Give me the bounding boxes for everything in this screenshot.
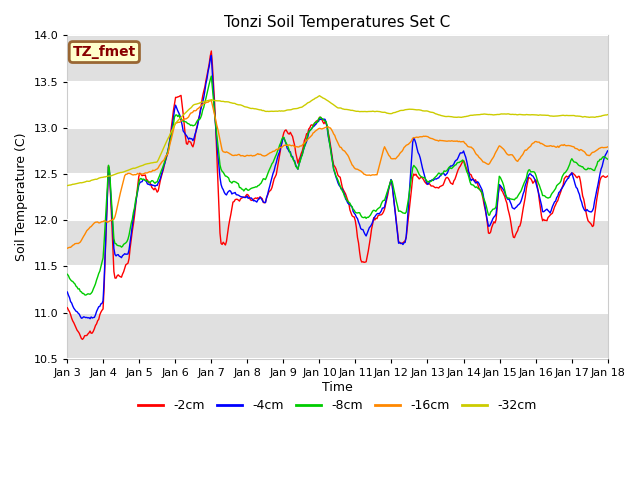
Line: -2cm: -2cm <box>67 51 607 339</box>
-2cm <box>79 336 86 342</box>
-32cm <box>592 114 600 120</box>
-4cm <box>326 139 333 145</box>
-2cm <box>207 48 215 54</box>
-2cm <box>593 197 600 203</box>
-16cm <box>592 148 600 154</box>
-32cm <box>604 112 611 118</box>
-4cm <box>207 53 215 59</box>
Bar <box>67 36 607 82</box>
-4cm <box>604 148 611 154</box>
Line: -32cm: -32cm <box>67 96 607 186</box>
-32cm <box>63 183 71 189</box>
-2cm <box>387 177 395 183</box>
-4cm <box>86 316 94 322</box>
-4cm <box>387 177 395 182</box>
-2cm <box>326 134 333 140</box>
-8cm <box>207 73 215 79</box>
-32cm <box>357 108 365 114</box>
X-axis label: Time: Time <box>322 381 353 394</box>
-4cm <box>508 205 516 211</box>
-32cm <box>386 111 394 117</box>
-32cm <box>508 111 515 117</box>
-32cm <box>321 96 329 102</box>
Line: -4cm: -4cm <box>67 56 607 319</box>
Line: -16cm: -16cm <box>67 100 607 248</box>
-16cm <box>321 125 329 131</box>
Legend: -2cm, -4cm, -8cm, -16cm, -32cm: -2cm, -4cm, -8cm, -16cm, -32cm <box>133 395 541 418</box>
-8cm <box>323 119 330 125</box>
-16cm <box>386 154 394 159</box>
-32cm <box>324 98 332 104</box>
-16cm <box>604 144 611 150</box>
-32cm <box>316 93 323 98</box>
-8cm <box>63 271 71 277</box>
-4cm <box>63 289 71 295</box>
-16cm <box>207 97 215 103</box>
-2cm <box>508 229 516 235</box>
-2cm <box>604 173 611 179</box>
Y-axis label: Soil Temperature (C): Soil Temperature (C) <box>15 133 28 262</box>
-16cm <box>508 152 515 157</box>
-8cm <box>593 162 600 168</box>
-2cm <box>358 259 365 265</box>
-2cm <box>323 120 330 126</box>
Title: Tonzi Soil Temperatures Set C: Tonzi Soil Temperatures Set C <box>225 15 451 30</box>
-8cm <box>326 139 333 144</box>
Line: -8cm: -8cm <box>67 76 607 295</box>
-16cm <box>63 245 71 251</box>
-8cm <box>604 156 611 162</box>
-4cm <box>323 119 330 125</box>
Bar <box>67 128 607 174</box>
-4cm <box>593 187 600 193</box>
-4cm <box>358 227 365 232</box>
Text: TZ_fmet: TZ_fmet <box>73 45 136 59</box>
-8cm <box>358 214 365 220</box>
Bar <box>67 312 607 359</box>
-8cm <box>82 292 90 298</box>
-16cm <box>324 124 332 130</box>
Bar <box>67 220 607 266</box>
-8cm <box>508 196 516 202</box>
-2cm <box>63 305 71 311</box>
-8cm <box>387 177 395 183</box>
-16cm <box>357 168 365 174</box>
